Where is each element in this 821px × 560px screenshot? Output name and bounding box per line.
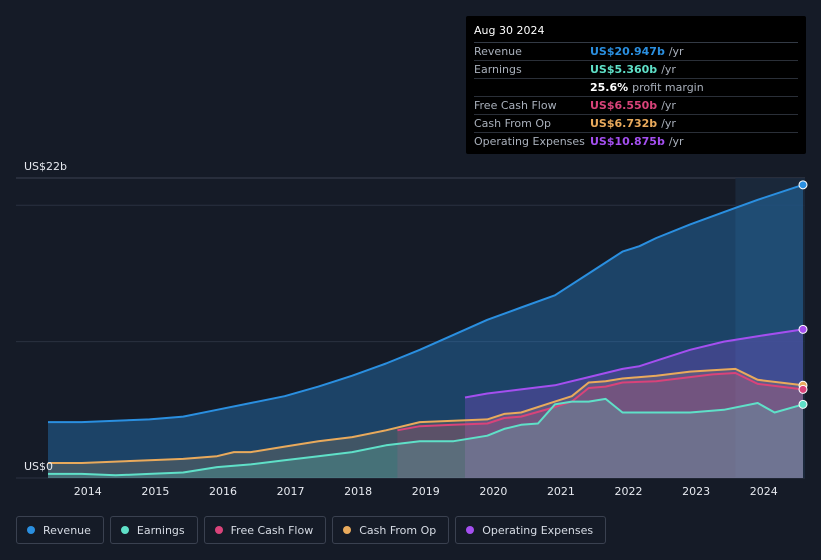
x-tick-label: 2016	[209, 485, 237, 498]
y-axis-min-label: US$0	[24, 460, 53, 473]
tooltip-label	[474, 79, 590, 96]
series-lines	[48, 183, 804, 477]
x-tick-label: 2015	[141, 485, 169, 498]
series-endpoints	[798, 180, 808, 409]
legend-item-earnings[interactable]: Earnings	[109, 516, 198, 544]
tooltip-value: US$6.732b	[590, 117, 658, 130]
line-free-cash-flow	[397, 372, 804, 432]
tooltip-value: US$20.947b	[590, 45, 665, 58]
legend-item-cash-from-op[interactable]: Cash From Op	[332, 516, 450, 544]
tooltip-row-revenue: Revenue US$20.947b /yr	[474, 43, 798, 61]
legend-label: Operating Expenses	[482, 523, 594, 537]
series-areas	[48, 184, 803, 479]
area-free-cash-flow	[397, 373, 803, 478]
legend-dot-icon	[120, 526, 129, 534]
tooltip-value: US$5.360b	[590, 63, 658, 76]
x-tick-label: 2018	[344, 485, 372, 498]
legend-dot-icon	[343, 526, 352, 534]
legend-item-free-cash-flow[interactable]: Free Cash Flow	[203, 516, 327, 544]
tooltip-row-operating-expenses: Operating Expenses US$10.875b /yr	[474, 133, 798, 150]
legend-label: Earnings	[136, 523, 185, 537]
line-revenue	[48, 183, 804, 424]
x-tick-label: 2022	[615, 485, 643, 498]
area-operating-expenses	[465, 329, 803, 478]
tooltip-row-profit-margin: 25.6% profit margin	[474, 79, 798, 97]
legend-label: Cash From Op	[359, 523, 437, 537]
x-axis-ticks: 2014 2015 2016 2017 2018 2019 2020 2021 2022 2023…	[74, 485, 778, 498]
tooltip-row-cash-from-op: Cash From Op US$6.732b /yr	[474, 115, 798, 133]
endpoint-operating-expenses	[798, 324, 808, 334]
x-tick-label: 2014	[74, 485, 102, 498]
area-earnings	[48, 398, 803, 478]
tooltip-value: 25.6%	[590, 81, 629, 94]
x-tick-label: 2021	[547, 485, 575, 498]
endpoint-free-cash-flow	[798, 384, 808, 394]
endpoint-revenue	[798, 180, 808, 190]
endpoint-earnings	[798, 399, 808, 409]
x-tick-label: 2017	[277, 485, 305, 498]
legend-item-operating-expenses[interactable]: Operating Expenses	[455, 516, 607, 544]
tooltip-unit: profit margin	[632, 81, 704, 94]
tooltip-unit: /yr	[661, 63, 676, 76]
tooltip-label: Cash From Op	[474, 117, 552, 130]
tooltip-row-free-cash-flow: Free Cash Flow US$6.550b /yr	[474, 97, 798, 115]
legend-label: Free Cash Flow	[230, 523, 314, 537]
x-tick-label: 2020	[479, 485, 507, 498]
chart-legend: Revenue Earnings Free Cash Flow Cash Fro…	[16, 516, 607, 544]
tooltip-row-earnings: Earnings US$5.360b /yr	[474, 61, 798, 79]
line-earnings	[48, 397, 804, 477]
forecast-region	[735, 178, 805, 478]
tooltip-value: US$6.550b	[590, 99, 658, 112]
legend-item-revenue[interactable]: Revenue	[16, 516, 104, 544]
legend-dot-icon	[466, 526, 475, 534]
x-tick-label: 2019	[412, 485, 440, 498]
legend-label: Revenue	[43, 523, 91, 537]
tooltip-label: Free Cash Flow	[474, 99, 557, 112]
chart-gridlines	[16, 177, 805, 479]
legend-dot-icon	[214, 526, 223, 534]
line-cash-from-op	[48, 367, 804, 464]
tooltip-label: Earnings	[474, 63, 522, 76]
tooltip-unit: /yr	[661, 117, 676, 130]
legend-dot-icon	[27, 526, 35, 534]
tooltip-value: US$10.875b	[590, 135, 665, 148]
y-axis-max-label: US$22b	[24, 160, 67, 173]
tooltip-label: Operating Expenses	[474, 135, 585, 148]
tooltip-unit: /yr	[668, 45, 684, 58]
data-tooltip: Aug 30 2024 Revenue US$20.947b /yr Earni…	[466, 16, 806, 154]
tooltip-unit: /yr	[661, 99, 676, 112]
tooltip-label: Revenue	[474, 45, 522, 58]
area-cash-from-op	[48, 368, 803, 478]
x-tick-label: 2023	[682, 485, 710, 498]
x-tick-label: 2024	[750, 485, 778, 498]
tooltip-date: Aug 30 2024	[474, 24, 798, 43]
tooltip-unit: /yr	[668, 135, 684, 148]
line-operating-expenses	[464, 328, 804, 399]
